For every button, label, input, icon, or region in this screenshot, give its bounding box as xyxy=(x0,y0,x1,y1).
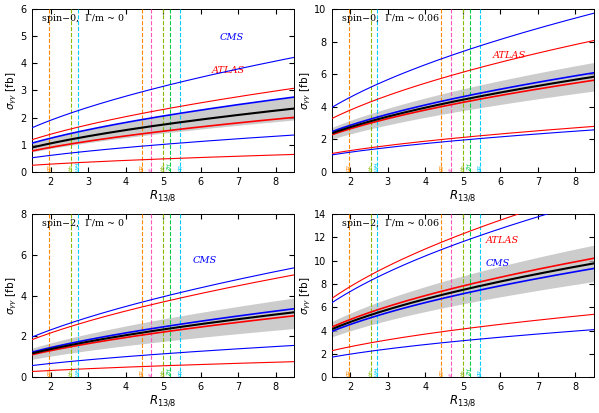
Y-axis label: $\sigma_{\gamma\gamma}$ [fb]: $\sigma_{\gamma\gamma}$ [fb] xyxy=(5,71,19,109)
Text: ZH: ZH xyxy=(467,164,472,171)
Text: tt: tt xyxy=(449,167,453,171)
Text: gg: gg xyxy=(139,164,144,171)
Text: bb: bb xyxy=(161,370,165,376)
Y-axis label: $\sigma_{\gamma\gamma}$ [fb]: $\sigma_{\gamma\gamma}$ [fb] xyxy=(298,276,313,315)
Text: tt: tt xyxy=(449,373,453,376)
Text: gg: gg xyxy=(346,370,351,376)
Text: gg: gg xyxy=(439,164,444,171)
Text: ATLAS: ATLAS xyxy=(493,51,526,60)
Text: gg: gg xyxy=(439,370,444,376)
Text: qq: qq xyxy=(177,164,183,171)
Text: CMS: CMS xyxy=(193,256,217,265)
Text: bb: bb xyxy=(368,164,373,171)
Text: bb: bb xyxy=(368,370,373,376)
Text: bb: bb xyxy=(69,370,74,376)
Text: spin−2,  Γ/m ~ 0: spin−2, Γ/m ~ 0 xyxy=(43,219,124,228)
Text: CMS: CMS xyxy=(485,259,510,268)
Y-axis label: $\sigma_{\gamma\gamma}$ [fb]: $\sigma_{\gamma\gamma}$ [fb] xyxy=(299,71,313,109)
Text: WH: WH xyxy=(75,367,80,376)
Text: CMS: CMS xyxy=(219,33,243,42)
Text: gg: gg xyxy=(47,370,52,376)
X-axis label: $R_{13/8}$: $R_{13/8}$ xyxy=(449,394,477,408)
Text: bb: bb xyxy=(69,164,74,171)
X-axis label: $R_{13/8}$: $R_{13/8}$ xyxy=(149,188,177,203)
Y-axis label: $\sigma_{\gamma\gamma}$ [fb]: $\sigma_{\gamma\gamma}$ [fb] xyxy=(5,276,19,315)
Text: qq: qq xyxy=(477,164,482,171)
X-axis label: $R_{13/8}$: $R_{13/8}$ xyxy=(149,394,177,408)
Text: spin−0,  Γ/m ~ 0: spin−0, Γ/m ~ 0 xyxy=(43,14,124,23)
Text: spin−2,  Γ/m ~ 0.06: spin−2, Γ/m ~ 0.06 xyxy=(342,219,439,228)
Text: tt: tt xyxy=(149,373,154,376)
Text: gg: gg xyxy=(139,370,144,376)
Text: tt: tt xyxy=(149,167,154,171)
Text: bb: bb xyxy=(161,164,165,171)
X-axis label: $R_{13/8}$: $R_{13/8}$ xyxy=(449,188,477,203)
Text: qq: qq xyxy=(477,370,482,376)
Text: ATLAS: ATLAS xyxy=(485,236,519,245)
Text: ZH: ZH xyxy=(467,369,472,376)
Text: ZH: ZH xyxy=(167,164,173,171)
Text: spin−0,  Γ/m ~ 0.06: spin−0, Γ/m ~ 0.06 xyxy=(342,14,439,23)
Text: qq: qq xyxy=(177,370,183,376)
Text: gg: gg xyxy=(346,164,351,171)
Text: bb: bb xyxy=(461,164,465,171)
Text: ZH: ZH xyxy=(167,369,173,376)
Text: WH: WH xyxy=(375,162,380,171)
Text: bb: bb xyxy=(461,370,465,376)
Text: ATLAS: ATLAS xyxy=(212,66,245,75)
Text: WH: WH xyxy=(75,162,80,171)
Text: WH: WH xyxy=(375,367,380,376)
Text: gg: gg xyxy=(47,164,52,171)
